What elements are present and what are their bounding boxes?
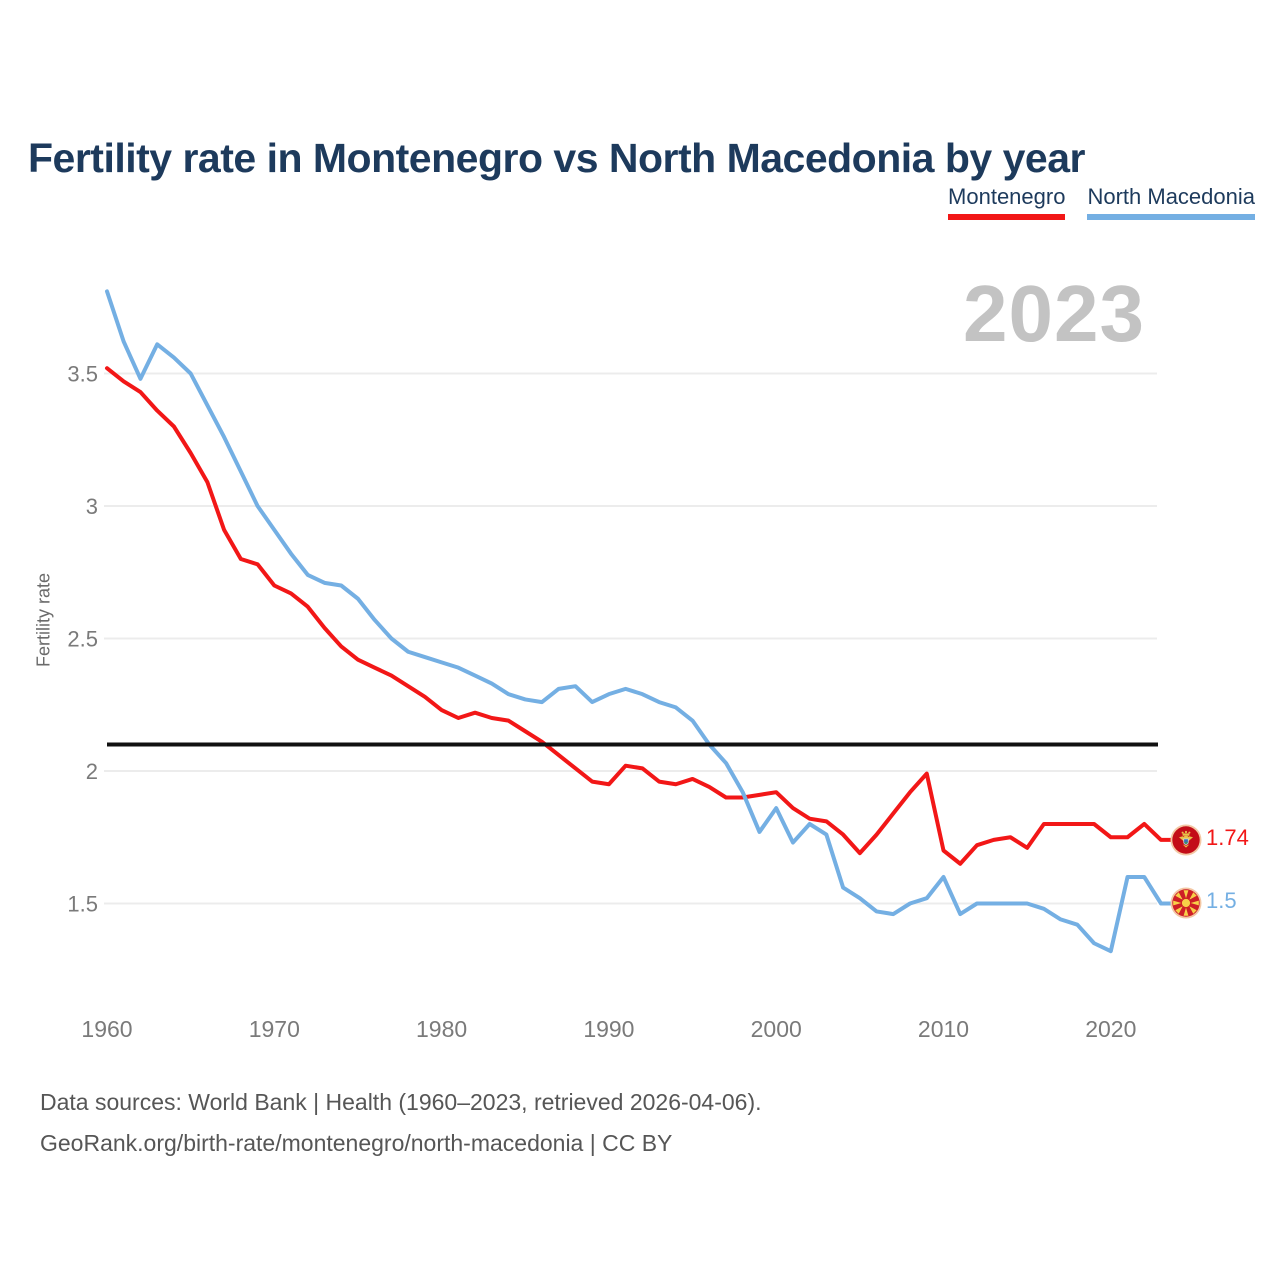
y-tick-label: 2: [86, 759, 98, 784]
montenegro-end-value-label: 1.74: [1206, 825, 1249, 850]
x-tick-label: 2020: [1085, 1016, 1136, 1042]
footer: Data sources: World Bank | Health (1960–…: [40, 1082, 762, 1164]
north-macedonia-end-value-label: 1.5: [1206, 888, 1237, 913]
x-tick-label: 2010: [918, 1016, 969, 1042]
legend: Montenegro North Macedonia: [948, 184, 1255, 220]
legend-item-montenegro[interactable]: Montenegro: [948, 184, 1066, 220]
footer-sources-line: Data sources: World Bank | Health (1960–…: [40, 1089, 762, 1115]
montenegro-line: [105, 366, 1174, 866]
montenegro-flag-icon: [1170, 824, 1202, 856]
y-tick-label: 2.5: [67, 627, 98, 652]
y-axis-label: Fertility rate: [33, 572, 54, 668]
y-tick-label: 1.5: [67, 892, 98, 917]
legend-item-north-macedonia[interactable]: North Macedonia: [1087, 184, 1255, 220]
north-macedonia-flag-icon: [1170, 887, 1202, 919]
footer-url-line: GeoRank.org/birth-rate/montenegro/north-…: [40, 1130, 673, 1156]
watermark-year: 2023: [963, 269, 1145, 358]
x-tick-label: 1980: [416, 1016, 467, 1042]
y-tick-label: 3: [86, 494, 98, 519]
page-title: Fertility rate in Montenegro vs North Ma…: [28, 135, 1085, 182]
x-tick-label: 1990: [583, 1016, 634, 1042]
x-tick-label: 1970: [249, 1016, 300, 1042]
x-tick-label: 1960: [81, 1016, 132, 1042]
x-tick-label: 2000: [751, 1016, 802, 1042]
north-macedonia-line: [105, 289, 1174, 954]
y-tick-label: 3.5: [67, 362, 98, 387]
